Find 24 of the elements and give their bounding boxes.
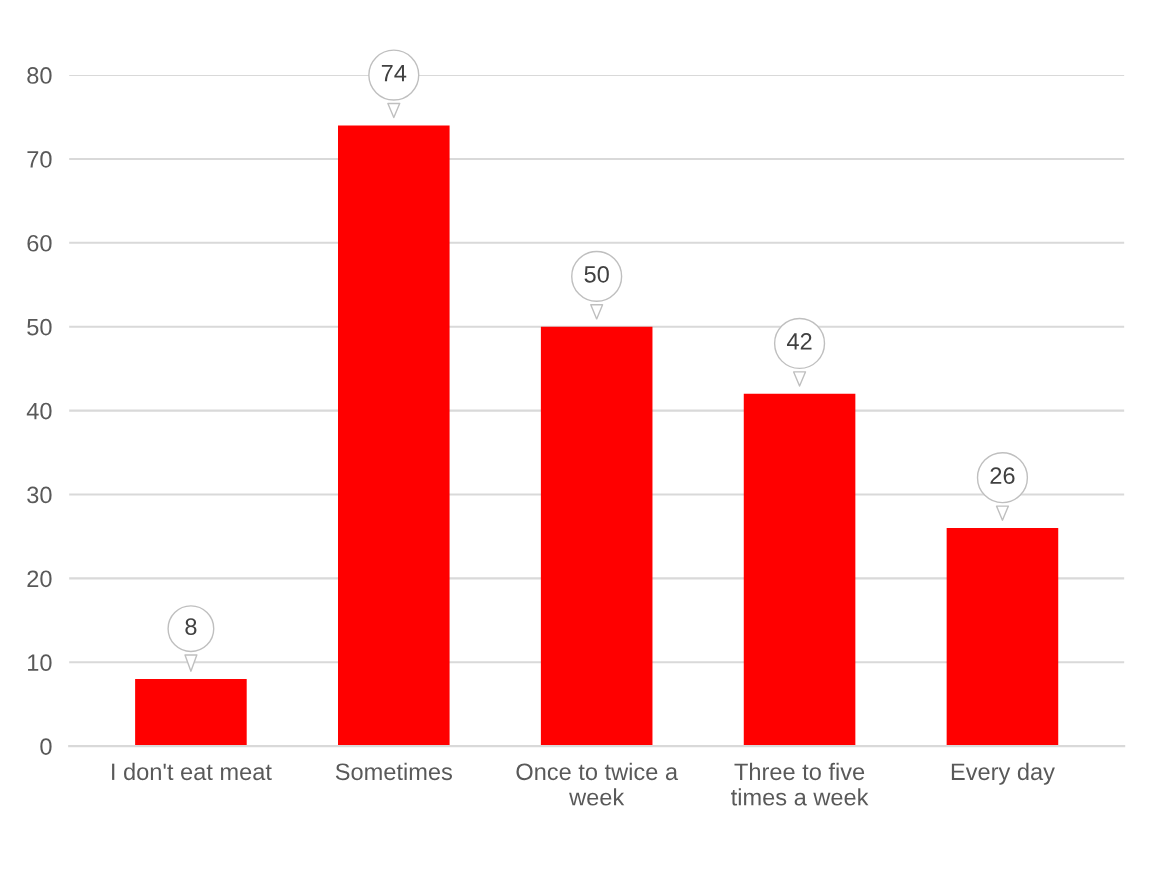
bar: [946, 528, 1059, 747]
y-tick-label: 70: [27, 151, 52, 168]
bar: [743, 393, 856, 747]
bar: [540, 326, 653, 747]
bar: [338, 125, 450, 747]
x-tick-label: Sometimes: [335, 762, 452, 781]
x-tick-label: Three to five times a week: [731, 762, 869, 806]
x-tick-label: Once to twice a week: [516, 762, 679, 806]
y-tick-label: 50: [27, 318, 52, 336]
x-tick-label: Every day: [951, 762, 1055, 785]
y-tick-label: 10: [28, 654, 52, 672]
y-tick-label: 30: [27, 486, 52, 504]
y-tick-label: 20: [27, 570, 52, 588]
y-tick-label: 60: [27, 234, 52, 252]
y-tick-label: 0: [40, 738, 52, 755]
bar: [135, 679, 247, 747]
x-tick-label: I don't eat meat: [112, 762, 272, 781]
data-label: 8: [185, 618, 197, 636]
y-tick-label: 80: [27, 67, 52, 84]
data-label: 42: [786, 333, 812, 350]
data-label: 26: [990, 467, 1015, 485]
data-label: 74: [381, 64, 407, 82]
y-tick-label: 40: [26, 402, 52, 420]
data-label: 50: [584, 266, 609, 283]
